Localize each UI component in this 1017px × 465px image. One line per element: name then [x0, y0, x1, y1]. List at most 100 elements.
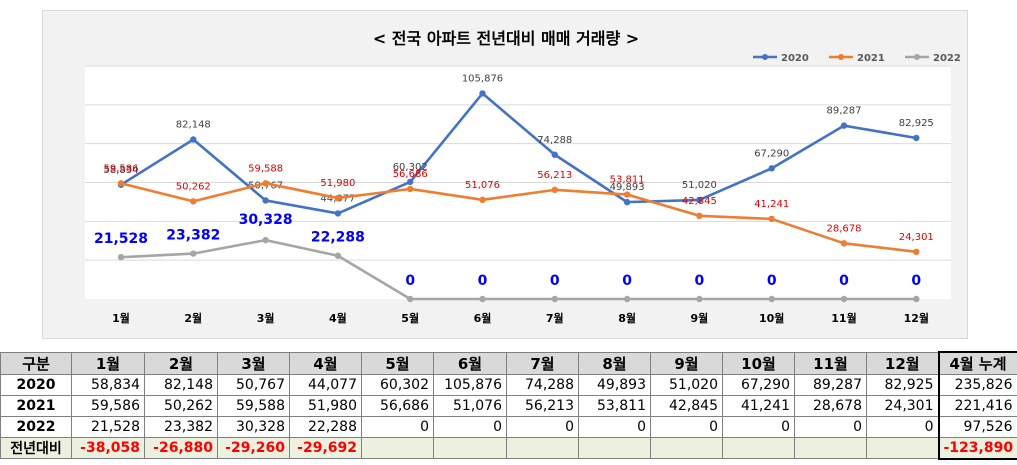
data-label-2021: 28,678: [827, 223, 862, 234]
data-table: 구분 1월 2월 3월 4월 5월 6월 7월 8월 9월 10월 11월 12월 4월 누계 2020 58…: [0, 351, 1017, 460]
data-point-2020: [623, 198, 631, 206]
column-header: 7월: [506, 351, 579, 375]
x-tick-label: 1월: [112, 311, 130, 325]
legend-marker: [914, 54, 920, 60]
table-cell: 97,526: [937, 416, 1017, 438]
table-cell: 0: [361, 416, 434, 438]
data-label-2020: 82,925: [899, 118, 934, 129]
data-point-2021: [551, 186, 558, 194]
data-point-2020: [479, 90, 486, 97]
table-cell: 24,301: [866, 395, 939, 417]
data-label-2022: 0: [911, 273, 921, 289]
table-cell: 60,302: [361, 374, 434, 396]
x-tick-label: 7월: [546, 311, 564, 325]
table-cell: 0: [578, 416, 651, 438]
data-label-2022: 0: [695, 273, 705, 289]
table-cell: 0: [722, 416, 795, 438]
x-tick-label: 6월: [474, 311, 492, 325]
data-label-2020: 60,302: [393, 162, 428, 173]
data-label-2021: 59,588: [248, 163, 283, 174]
table-row: 2021 59,586 50,262 59,588 51,980 56,686 51,076…: [0, 395, 1017, 417]
data-point-2020: [696, 196, 703, 204]
series-line-2020: [120, 92, 917, 215]
data-label-2020: 58,834: [104, 165, 139, 176]
table-cell: 50,262: [144, 395, 218, 417]
column-header: 3월: [217, 351, 290, 375]
data-point-2022: [479, 295, 486, 303]
legend-marker: [762, 54, 768, 60]
row-label: 전년대비: [0, 437, 72, 459]
data-label-2022: 0: [478, 273, 488, 289]
data-label-2022: 22,288: [311, 230, 365, 246]
data-point-2022: [551, 295, 558, 303]
column-header: 12월: [866, 351, 939, 375]
table-cell: 23,382: [144, 416, 218, 438]
table-cell: 105,876: [433, 374, 507, 396]
data-point-2021: [913, 248, 920, 256]
table-cell: -29,260: [217, 437, 290, 459]
table-cell: 56,213: [506, 395, 579, 417]
table-cell: 67,290: [722, 374, 795, 396]
data-label-2021: 59,586: [104, 163, 139, 174]
data-point-2021: [479, 196, 486, 204]
chart-area: < 전국 아파트 전년대비 매매 거래량 > 2020 2021 2022 1월 2월 3월…: [42, 10, 968, 339]
data-label-2021: 53,811: [610, 175, 645, 186]
table-cell: 0: [794, 416, 867, 438]
data-label-2021: 42,845: [682, 196, 717, 207]
data-label-2022: 30,328: [239, 212, 293, 228]
table-cell: 49,893: [578, 374, 651, 396]
data-point-2021: [117, 180, 125, 187]
column-header: 8월: [578, 351, 651, 375]
table-cell: 82,148: [144, 374, 218, 396]
table-cell: -26,880: [144, 437, 218, 459]
table-cell: 42,845: [650, 395, 723, 417]
data-point-2021: [840, 240, 848, 247]
data-point-2021: [768, 215, 775, 223]
x-tick-label: 10월: [759, 311, 784, 325]
data-point-2021: [407, 185, 414, 193]
data-point-2020: [768, 165, 775, 172]
table-header-row: 구분 1월 2월 3월 4월 5월 6월 7월 8월 9월 10월 11월 12월 4월 누계: [0, 351, 1017, 375]
data-label-2021: 50,262: [176, 181, 211, 192]
table-cell: [506, 437, 579, 459]
data-label-2022: 0: [550, 273, 560, 289]
data-point-2022: [913, 295, 920, 303]
column-header: 구분: [0, 351, 72, 375]
table-cell: 89,287: [794, 374, 867, 396]
x-tick-label: 4월: [329, 311, 347, 325]
data-label-2020: 89,287: [827, 106, 862, 117]
column-header: 4월 누계: [937, 351, 1017, 375]
line-chart: < 전국 아파트 전년대비 매매 거래량 > 2020 2021 2022 1월 2월 3월…: [85, 29, 961, 325]
table-cell: [361, 437, 434, 459]
table-cell: 51,076: [433, 395, 507, 417]
table-cell: 44,077: [289, 374, 362, 396]
table-cell: -123,890: [937, 437, 1017, 460]
x-tick-label: 8월: [618, 311, 636, 325]
data-label-2021: 51,980: [320, 178, 355, 189]
x-tick-label: 5월: [401, 311, 419, 325]
table-cell: 30,328: [217, 416, 290, 438]
table-cell: -29,692: [289, 437, 362, 459]
x-tick-label: 12월: [904, 311, 929, 325]
legend-label: 2021: [857, 53, 885, 64]
column-header: 1월: [71, 351, 145, 375]
column-header: 9월: [650, 351, 723, 375]
table-cell: 0: [506, 416, 579, 438]
legend-marker: [838, 54, 844, 60]
table-cell: 50,767: [217, 374, 290, 396]
table-cell: [650, 437, 723, 459]
data-label-2020: 49,893: [610, 182, 645, 193]
row-label: 2020: [0, 374, 72, 396]
data-label-2021: 24,301: [899, 232, 934, 243]
data-point-2022: [407, 295, 414, 303]
table-cell: 59,586: [71, 395, 145, 417]
column-header: 5월: [361, 351, 434, 375]
legend-label: 2022: [933, 53, 961, 64]
data-label-2021: 56,213: [537, 170, 572, 181]
column-header: 11월: [794, 351, 867, 375]
data-label-2022: 23,382: [166, 228, 220, 244]
table-cell: 235,826: [937, 374, 1017, 396]
table-cell: 0: [650, 416, 723, 438]
table-row: 2022 21,528 23,382 30,328 22,288 0 0 0 0 0 0 0 0 97,5…: [0, 416, 1017, 438]
table-cell: [722, 437, 795, 459]
